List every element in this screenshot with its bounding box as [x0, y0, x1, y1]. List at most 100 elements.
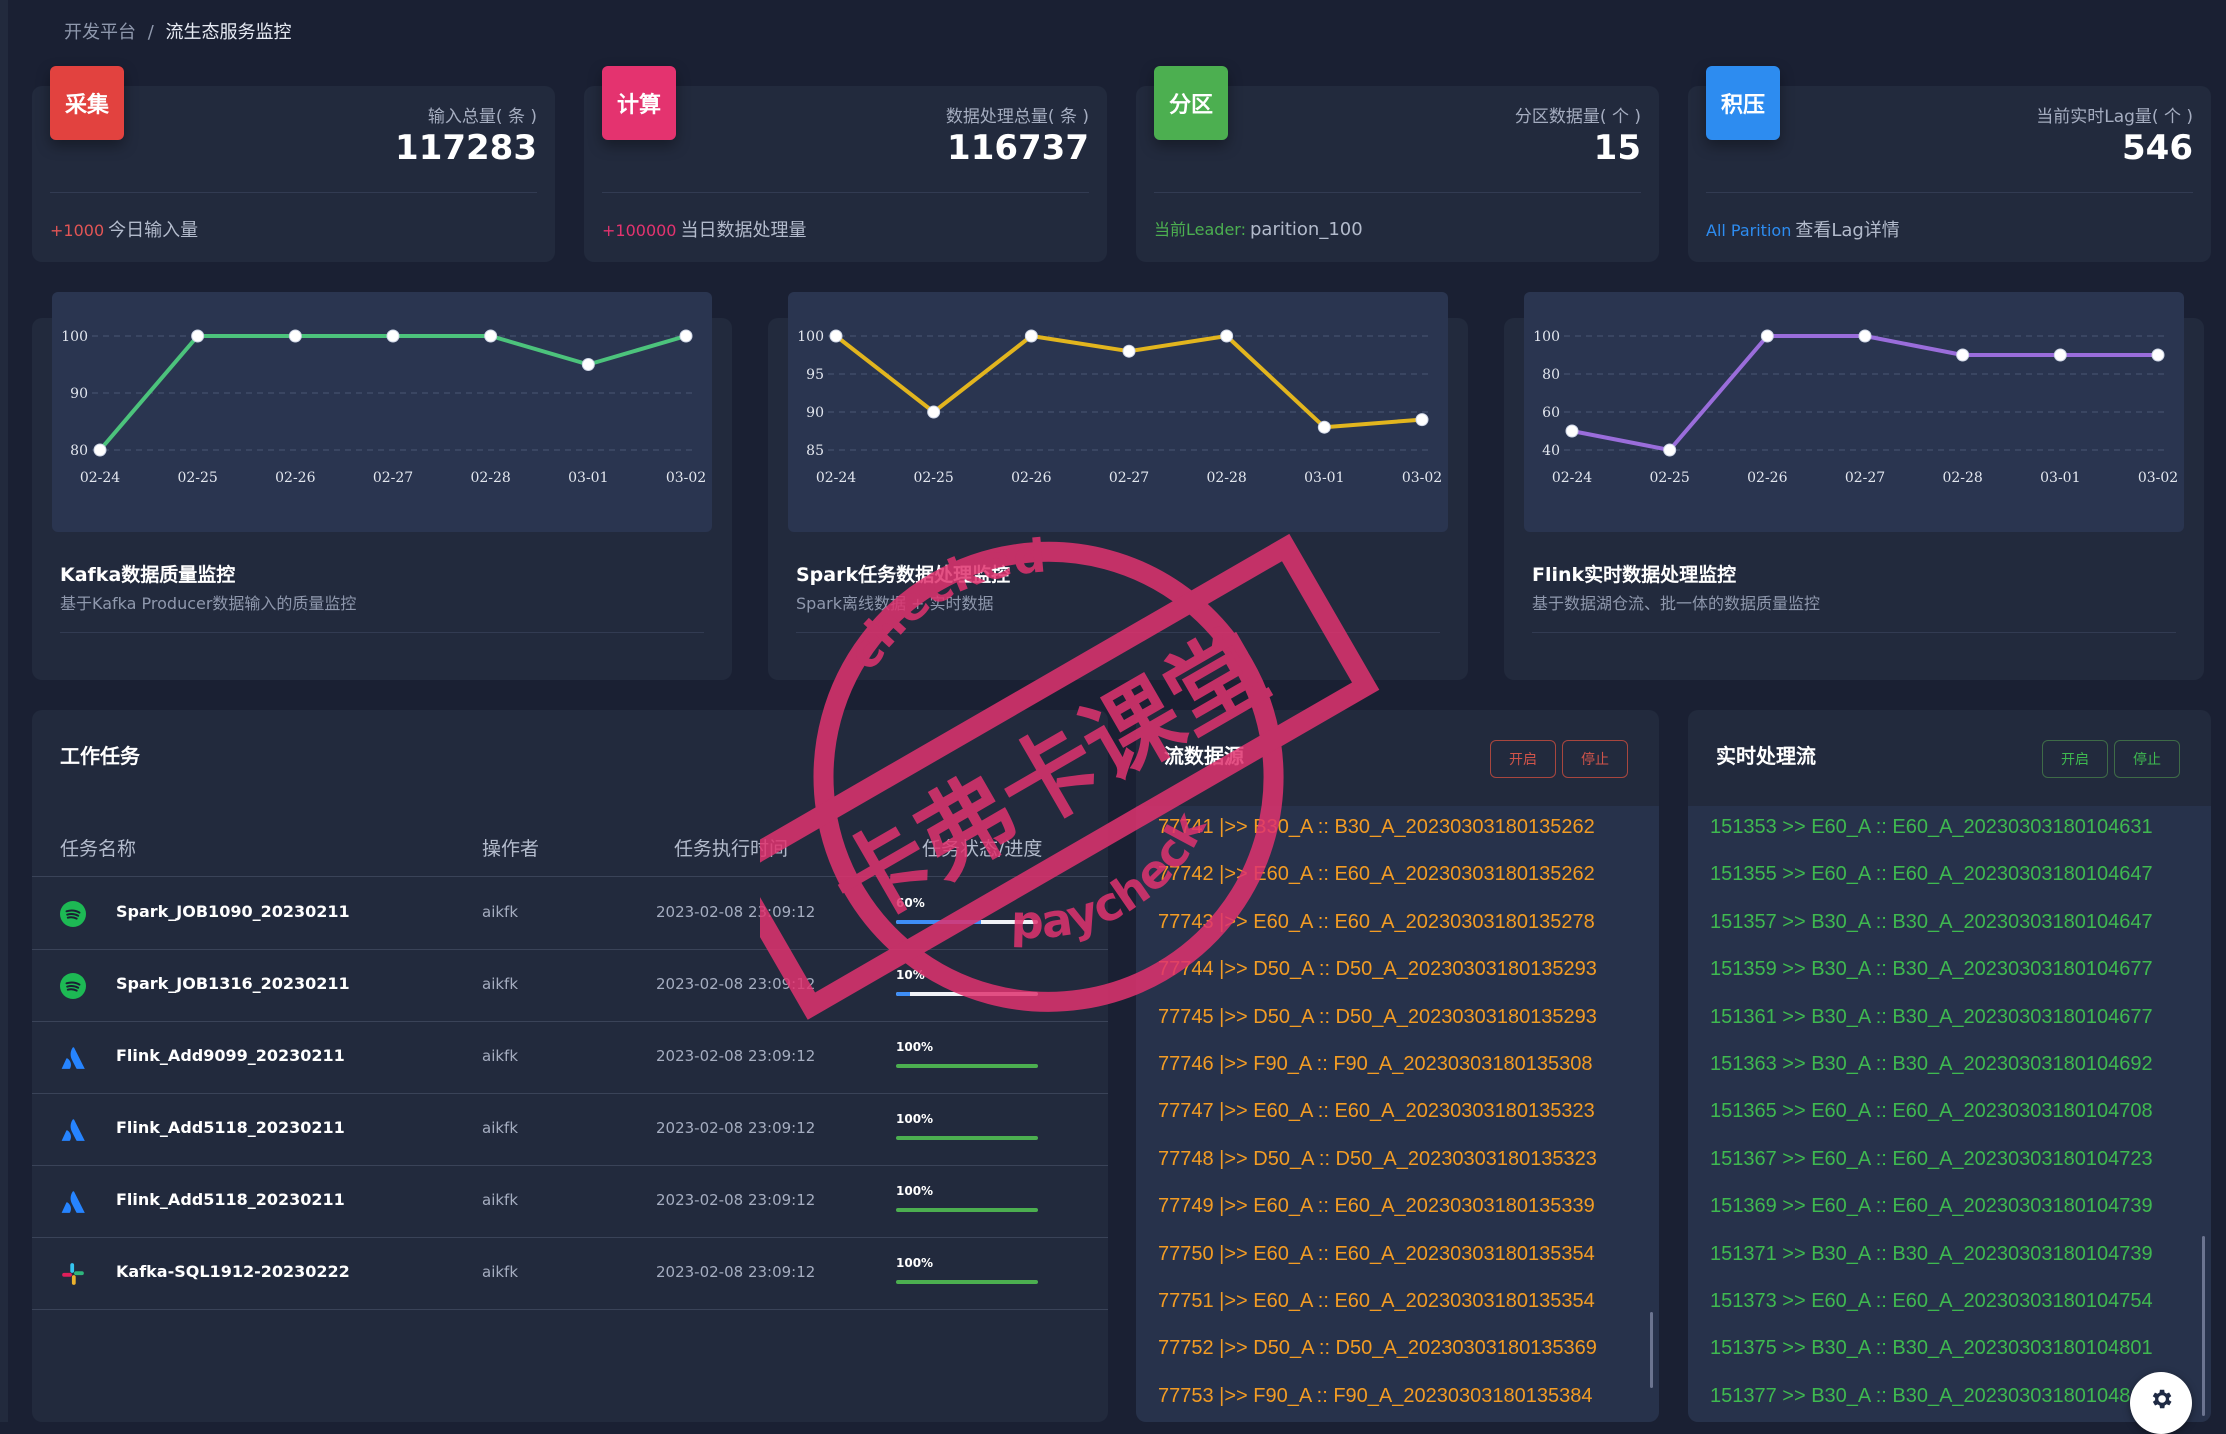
stream-line: 151357 >> B30_A :: B30_A_202303031801046…: [1710, 910, 2153, 933]
stat-foot-highlight: +100000: [602, 221, 677, 240]
data-point[interactable]: [1858, 329, 1872, 343]
y-tick-label: 100: [797, 329, 824, 345]
stream-line: 77746 |>> F90_A :: F90_A_202303031801353…: [1158, 1053, 1593, 1075]
stream-line: 151367 >> E60_A :: E60_A_202303031801047…: [1710, 1147, 2153, 1170]
stat-label: 当前实时Lag量( 个 ): [2036, 107, 2193, 127]
data-point[interactable]: [1565, 424, 1579, 438]
data-point[interactable]: [2151, 348, 2165, 362]
task-progress-bar: [896, 920, 1038, 924]
gear-icon: [2152, 1389, 2172, 1409]
spotify-icon: [60, 973, 86, 999]
data-point[interactable]: [1220, 329, 1234, 343]
data-point[interactable]: [679, 329, 693, 343]
data-point[interactable]: [829, 329, 843, 343]
task-name: Flink_Add5118_20230211: [116, 1190, 345, 1209]
data-point[interactable]: [2053, 348, 2067, 362]
data-point[interactable]: [484, 329, 498, 343]
data-point[interactable]: [1317, 420, 1331, 434]
stat-label: 输入总量( 条 ): [427, 107, 537, 127]
table-row[interactable]: Spark_JOB1316_20230211 aikfk 2023-02-08 23…: [32, 950, 1108, 1022]
stream-line: 77744 |>> D50_A :: D50_A_202303031801352…: [1158, 958, 1597, 981]
task-operator: aikfk: [482, 1263, 519, 1281]
stat-foot[interactable]: All Parition 查看Lag详情: [1706, 216, 1900, 242]
breadcrumb-root[interactable]: 开发平台: [64, 22, 136, 43]
source-stream-list[interactable]: 77741 |>> B30_A :: B30_A_202303031801352…: [1136, 806, 1659, 1422]
chart-subtitle: 基于Kafka Producer数据输入的质量监控: [60, 594, 357, 613]
task-progress-label: 100%: [896, 1112, 934, 1126]
stream-line: 151361 >> B30_A :: B30_A_202303031801046…: [1710, 1005, 2153, 1028]
process-stop-button[interactable]: 停止: [2114, 740, 2180, 778]
task-exec-time: 2023-02-08 23:09:12: [656, 1263, 816, 1281]
task-progress-label: 100%: [896, 1184, 934, 1198]
stream-line: 151365 >> E60_A :: E60_A_202303031801047…: [1710, 1100, 2153, 1123]
col-task-name: 任务名称: [60, 838, 137, 860]
table-row[interactable]: Flink_Add5118_20230211 aikfk 2023-02-08 23…: [32, 1166, 1108, 1238]
data-point[interactable]: [288, 329, 302, 343]
table-row[interactable]: Spark_JOB1090_20230211 aikfk 2023-02-08 23…: [32, 878, 1108, 950]
stat-divider: [1154, 192, 1641, 193]
task-progress-bar: [896, 1136, 1038, 1140]
table-row[interactable]: Kafka-SQL1912-20230222 aikfk 2023-02-08 23…: [32, 1238, 1108, 1310]
stream-line: 77743 |>> E60_A :: E60_A_202303031801352…: [1158, 910, 1595, 933]
task-progress-fill: [896, 1208, 1038, 1212]
slack-icon: [62, 1263, 84, 1285]
process-stream-list[interactable]: 151353 >> E60_A :: E60_A_202303031801046…: [1688, 806, 2211, 1422]
data-point[interactable]: [1415, 413, 1429, 427]
x-tick-label: 03-01: [2040, 470, 2080, 486]
x-tick-label: 02-27: [1845, 470, 1885, 486]
atlassian-icon: [61, 1047, 85, 1069]
table-row[interactable]: Flink_Add5118_20230211 aikfk 2023-02-08 23…: [32, 1094, 1108, 1166]
process-start-button[interactable]: 开启: [2042, 740, 2108, 778]
data-point[interactable]: [581, 358, 595, 371]
x-tick-label: 03-02: [666, 470, 706, 486]
process-stream-title: 实时处理流: [1716, 744, 1816, 768]
stat-card-lag: 积压 当前实时Lag量( 个 ) 546 All Parition 查看Lag详情: [1688, 66, 2211, 262]
stat-foot-text: 今日输入量: [108, 220, 199, 241]
stream-line: 77751 |>> E60_A :: E60_A_202303031801353…: [1158, 1290, 1595, 1312]
chart-title: Spark任务数据处理监控: [796, 564, 1011, 586]
source-scrollbar[interactable]: [1650, 1312, 1653, 1388]
y-tick-label: 95: [806, 367, 824, 383]
y-tick-label: 100: [1533, 329, 1560, 345]
stat-foot: +1000 今日输入量: [50, 216, 198, 242]
stat-badge-collect: 采集: [50, 66, 124, 140]
stat-label: 数据处理总量( 条 ): [945, 107, 1089, 127]
source-start-button[interactable]: 开启: [1490, 740, 1556, 778]
stat-divider: [602, 192, 1089, 193]
task-operator: aikfk: [482, 1191, 519, 1209]
tasks-title: 工作任务: [60, 744, 140, 768]
stat-foot-text: 查看Lag详情: [1795, 220, 1900, 241]
data-point[interactable]: [1024, 329, 1038, 343]
stream-line: 151355 >> E60_A :: E60_A_202303031801046…: [1710, 863, 2153, 886]
y-tick-label: 100: [61, 329, 88, 345]
breadcrumb: 开发平台 / 流生态服务监控: [64, 18, 292, 44]
table-row[interactable]: Flink_Add9099_20230211 aikfk 2023-02-08 23…: [32, 1022, 1108, 1094]
data-point[interactable]: [1760, 329, 1774, 343]
settings-button[interactable]: [2130, 1372, 2192, 1434]
stream-line: 77747 |>> E60_A :: E60_A_202303031801353…: [1158, 1100, 1595, 1123]
source-stop-button[interactable]: 停止: [1562, 740, 1628, 778]
data-point[interactable]: [191, 329, 205, 343]
x-tick-label: 02-27: [1109, 470, 1149, 486]
data-point[interactable]: [927, 405, 941, 419]
stat-badge-compute: 计算: [602, 66, 676, 140]
task-progress-label: 100%: [896, 1040, 934, 1054]
process-scrollbar[interactable]: [2202, 1236, 2205, 1416]
task-progress-bar: [896, 992, 1038, 996]
stream-line: 151373 >> E60_A :: E60_A_202303031801047…: [1710, 1290, 2153, 1312]
data-point[interactable]: [93, 443, 107, 457]
x-tick-label: 02-24: [1552, 470, 1592, 486]
data-point[interactable]: [1122, 344, 1136, 358]
y-tick-label: 85: [806, 443, 824, 459]
stream-line: 77753 |>> F90_A :: F90_A_202303031801353…: [1158, 1384, 1593, 1407]
chart-plot-kafka: 80 90 100 02-24 02-25 02-26 02-27 02-28 03-01 03-…: [52, 292, 712, 532]
col-status: 任务状态/进度: [922, 838, 1043, 860]
stat-badge-partition: 分区: [1154, 66, 1228, 140]
source-stream-title: 流数据源: [1164, 744, 1244, 768]
chart-card-spark: 85 90 95 100 02-24 02-25 02-26 02-27 02-28 03-01 0…: [768, 292, 1468, 680]
x-tick-label: 02-24: [80, 470, 120, 486]
data-point[interactable]: [1956, 348, 1970, 362]
data-point[interactable]: [1663, 443, 1677, 457]
x-tick-label: 02-25: [177, 470, 217, 486]
data-point[interactable]: [386, 329, 400, 343]
